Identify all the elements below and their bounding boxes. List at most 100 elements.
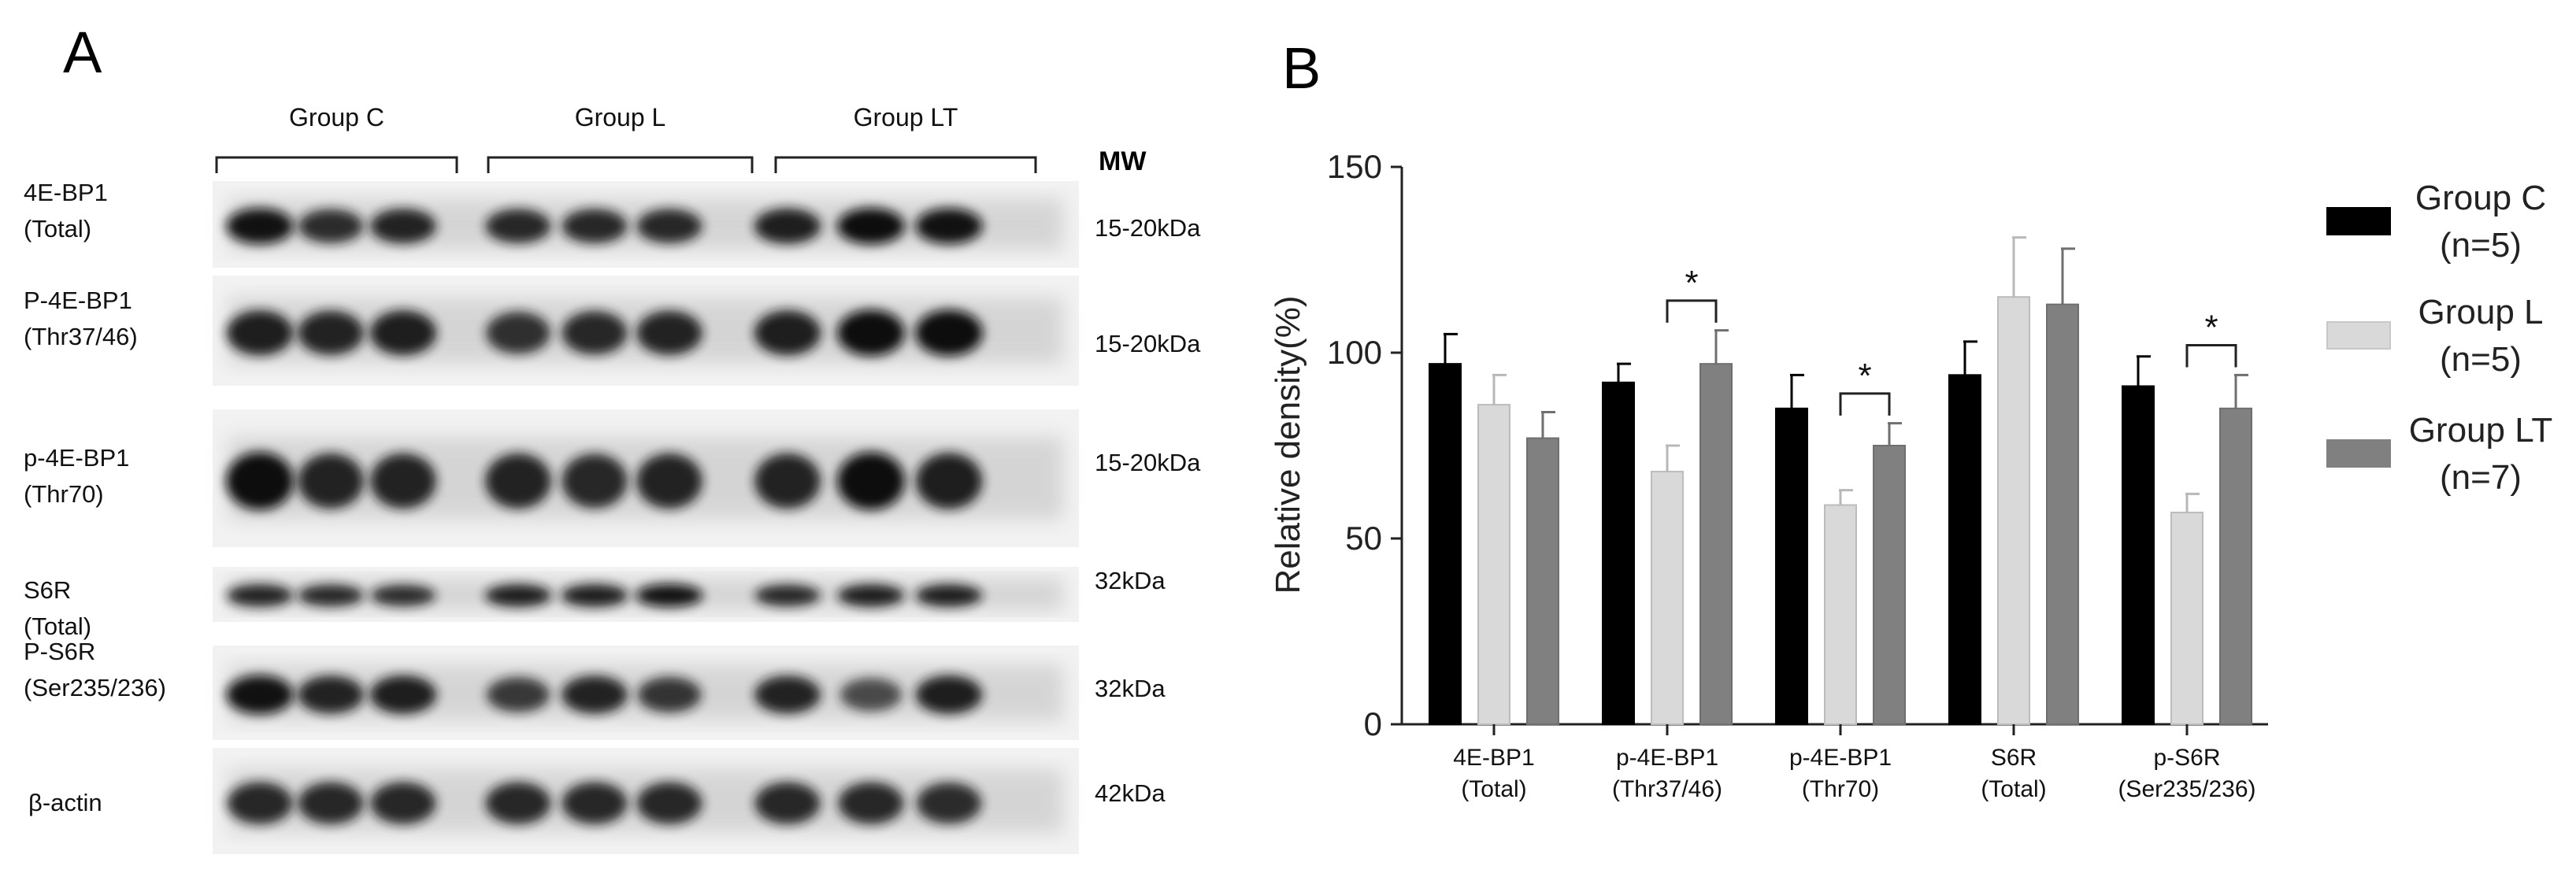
x-tick-label-detail: (Total) — [1981, 776, 2046, 802]
blot-row: 4E-BP1 (Total) 15-20kDa — [24, 179, 1201, 268]
x-axis-categories: 4E-BP1 (Total) p-4E-BP1 (Thr37/46) p-4E-BP1 (… — [1453, 724, 2256, 802]
blot-label-name: 4E-BP1 — [24, 179, 108, 206]
blot-band — [636, 453, 702, 509]
blot-band — [837, 309, 905, 357]
x-tick-label: S6R — [1991, 745, 2037, 771]
blot-band — [486, 312, 550, 354]
blot-band — [636, 583, 703, 607]
legend-label: Group C — [2415, 179, 2546, 217]
significance-markers: * * * — [1666, 264, 2237, 416]
legend-label: Group L — [2418, 293, 2544, 331]
blot-band — [298, 675, 364, 714]
significance-star: * — [2204, 309, 2218, 347]
bar — [1873, 445, 1906, 725]
bar — [1477, 404, 1510, 726]
blot-band — [298, 209, 364, 243]
blot-band — [562, 675, 628, 714]
blot-mw-label: 42kDa — [1095, 779, 1166, 807]
group-bracket — [774, 156, 1037, 173]
blot-band — [837, 452, 905, 510]
legend-label: Group LT — [2409, 411, 2553, 450]
bar-chart-panel: B Relative density(%) 0 50 100 150 * * * 4E-B… — [1269, 35, 2552, 802]
x-tick-label-detail: (Thr70) — [1802, 776, 1879, 802]
group-headers: Group C Group L Group LT — [215, 103, 1037, 173]
panel-b-label: B — [1282, 35, 1321, 101]
blot-band — [916, 782, 982, 824]
bar — [1526, 437, 1559, 725]
bar — [1775, 407, 1808, 725]
blot-band — [915, 309, 983, 357]
bar — [1997, 296, 2030, 725]
blot-strips: 4E-BP1 (Total) 15-20kDa P-4E-BP1 (Thr37/46) 1… — [24, 179, 1201, 854]
blot-band — [636, 310, 702, 355]
blot-band — [754, 675, 821, 714]
blot-band — [370, 584, 436, 606]
x-tick-label-detail: (Ser235/236) — [2118, 776, 2255, 802]
blot-band — [754, 208, 821, 244]
legend-n: (n=5) — [2440, 226, 2522, 265]
bar — [1948, 374, 1981, 725]
blot-label-detail: (Thr70) — [24, 480, 104, 508]
blot-row: P-4E-BP1 (Thr37/46) 15-20kDa — [24, 276, 1201, 386]
western-blot-panel: A Group C Group L Group LT MW 4E-BP1 (Total… — [24, 20, 1201, 854]
blot-band — [840, 678, 903, 712]
blot-label-name: S6R — [24, 576, 71, 604]
legend-n: (n=7) — [2440, 458, 2522, 497]
error-bars — [1444, 236, 2248, 513]
blot-band — [838, 782, 904, 824]
blot-mw-label: 15-20kDa — [1095, 330, 1201, 357]
y-axis-label: Relative density(%) — [1269, 295, 1307, 594]
y-tick-label: 50 — [1345, 520, 1382, 557]
y-tick-label: 150 — [1327, 148, 1382, 185]
blot-row: P-S6R (Ser235/236) 32kDa — [24, 638, 1166, 740]
blot-band — [369, 310, 437, 356]
blot-band — [915, 208, 983, 244]
blot-band — [298, 584, 364, 607]
significance-star: * — [1858, 357, 1871, 395]
blot-band — [227, 782, 293, 824]
significance-bracket — [1666, 299, 1718, 323]
legend-n: (n=5) — [2440, 340, 2522, 379]
bar — [2046, 303, 2079, 725]
bar — [1699, 363, 1733, 725]
blot-band — [226, 452, 294, 510]
y-tick-label: 0 — [1364, 705, 1382, 742]
y-tick-label: 100 — [1327, 334, 1382, 371]
blot-band — [227, 584, 293, 607]
bar — [1429, 363, 1462, 725]
bar-series — [1429, 296, 2252, 726]
blot-band — [915, 675, 983, 714]
blot-label-detail: (Total) — [24, 612, 91, 640]
x-tick-label-detail: (Thr37/46) — [1612, 776, 1722, 802]
blot-label-name: P-4E-BP1 — [24, 287, 132, 314]
blot-mw-label: 15-20kDa — [1095, 449, 1201, 476]
blot-band — [915, 453, 983, 509]
group-header-label: Group LT — [854, 103, 958, 131]
group-header-label: Group C — [289, 103, 384, 131]
blot-band — [562, 453, 628, 509]
blot-mw-label: 15-20kDa — [1095, 214, 1201, 242]
bar — [2122, 385, 2155, 725]
blot-label-name: β-actin — [28, 789, 102, 816]
blot-band — [754, 782, 821, 824]
blot-band — [915, 584, 983, 607]
blot-band — [486, 677, 550, 712]
blot-band — [485, 782, 551, 824]
blot-band — [298, 782, 364, 824]
blot-label-detail: (Ser235/236) — [24, 674, 166, 701]
blot-band — [754, 584, 821, 607]
x-tick-label-detail: (Total) — [1461, 776, 1526, 802]
x-tick-label: p-4E-BP1 — [1789, 745, 1892, 771]
blot-band — [636, 209, 702, 243]
blot-row: p-4E-BP1 (Thr70) 15-20kDa — [24, 409, 1201, 547]
significance-star: * — [1685, 264, 1698, 302]
blot-label-detail: (Total) — [24, 215, 91, 242]
bar — [1824, 504, 1857, 726]
blot-band — [485, 453, 551, 509]
chart-legend: Group C (n=5) Group L (n=5) Group LT (n=7) — [2326, 179, 2553, 497]
blot-label-detail: (Thr37/46) — [24, 323, 138, 350]
blot-mw-label: 32kDa — [1095, 675, 1166, 702]
blot-label-name: p-4E-BP1 — [24, 444, 129, 472]
blot-band — [837, 208, 905, 245]
